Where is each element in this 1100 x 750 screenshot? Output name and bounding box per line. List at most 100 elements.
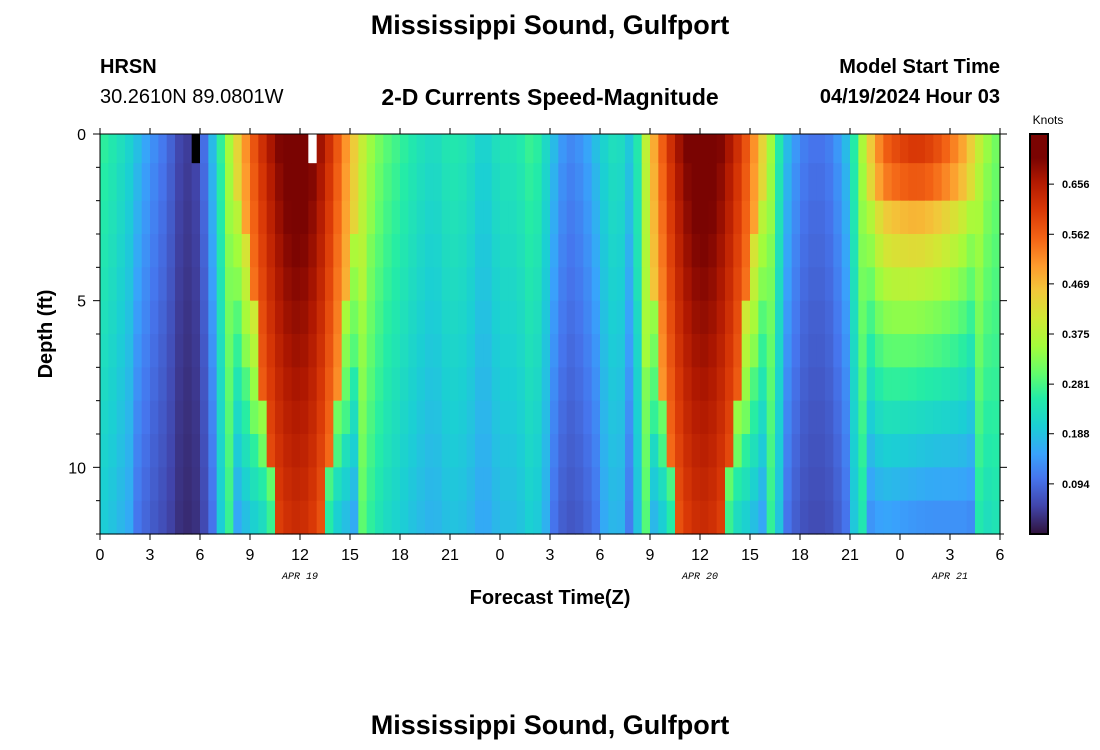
heatmap-cell xyxy=(325,467,334,502)
heatmap-cell xyxy=(166,434,176,468)
heatmap-cell xyxy=(933,200,943,235)
heatmap-cell xyxy=(341,200,351,235)
heatmap-cell xyxy=(650,300,659,335)
heatmap-cell xyxy=(191,134,201,164)
heatmap-cell xyxy=(916,434,926,468)
y-axis: 0 5 10 xyxy=(68,127,1007,535)
heatmap-cell xyxy=(316,163,326,202)
heatmap-cell xyxy=(775,300,784,335)
heatmap-cell xyxy=(683,434,693,468)
heatmap-cell xyxy=(416,434,426,468)
heatmap-cell xyxy=(366,367,376,402)
heatmap-cell xyxy=(333,200,343,235)
heatmap-cell xyxy=(583,134,593,164)
colorbar-unit: Knots xyxy=(1033,113,1064,127)
heatmap-cell xyxy=(850,400,859,435)
heatmap-cell xyxy=(608,400,618,435)
heatmap-cell xyxy=(733,300,743,335)
heatmap-cell xyxy=(875,367,884,402)
heatmap-cell xyxy=(925,400,934,435)
date-label: APR 20 xyxy=(681,572,718,583)
heatmap-cell xyxy=(575,200,584,235)
heatmap-cell xyxy=(858,267,868,302)
heatmap-cell xyxy=(858,300,868,335)
heatmap-cell xyxy=(891,500,901,535)
heatmap-cell xyxy=(391,234,401,268)
heatmap-cell xyxy=(833,163,843,202)
heatmap-cell xyxy=(600,234,609,268)
heatmap-cell xyxy=(416,467,426,502)
heatmap-cell xyxy=(733,500,743,535)
heatmap-cell xyxy=(675,300,684,335)
heatmap-cell xyxy=(966,400,976,435)
heatmap-cell xyxy=(566,234,576,268)
heatmap-cell xyxy=(266,300,276,335)
heatmap-cell xyxy=(133,163,143,202)
colorbar: Knots 0.656 0.562 0.469 0.375 0.281 0.188 0.09… xyxy=(1029,113,1090,535)
station-code: HRSN xyxy=(100,56,157,78)
heatmap-cell xyxy=(275,434,284,468)
heatmap-cell xyxy=(550,163,559,202)
y-tick-label: 10 xyxy=(68,460,86,477)
heatmap-cell xyxy=(116,334,126,368)
heatmap-cell xyxy=(375,163,384,202)
heatmap-cell xyxy=(633,267,643,302)
heatmap-cell xyxy=(750,200,759,235)
heatmap-cell xyxy=(158,234,168,268)
colorbar-tick-label: 0.188 xyxy=(1062,429,1090,441)
heatmap-cell xyxy=(583,200,593,235)
heatmap-cell xyxy=(766,500,776,535)
x-tick-label: 12 xyxy=(691,547,709,564)
heatmap-cell xyxy=(650,200,659,235)
heatmap-cell xyxy=(600,200,609,235)
heatmap-cell xyxy=(441,367,451,402)
heatmap-cell xyxy=(391,334,401,368)
heatmap-cell xyxy=(925,334,934,368)
heatmap-cell xyxy=(783,434,793,468)
heatmap-cell xyxy=(758,300,768,335)
heatmap-cell xyxy=(666,134,676,164)
heatmap-cell xyxy=(475,300,484,335)
heatmap-cell xyxy=(558,200,568,235)
heatmap-cell xyxy=(891,200,901,235)
heatmap-cell xyxy=(458,334,468,368)
heatmap-cell xyxy=(950,467,959,502)
heatmap-cell xyxy=(725,467,734,502)
x-tick-label: 21 xyxy=(441,547,459,564)
heatmap-cell xyxy=(575,163,584,202)
heatmap-cell xyxy=(700,367,709,402)
heatmap-cell xyxy=(191,300,201,335)
heatmap-cell xyxy=(600,367,609,402)
heatmap-cell xyxy=(291,200,301,235)
heatmap-cell xyxy=(275,300,284,335)
heatmap-cell xyxy=(175,400,184,435)
heatmap-cell xyxy=(908,300,918,335)
heatmap-cell xyxy=(975,334,984,368)
heatmap-cell xyxy=(833,300,843,335)
heatmap-cell xyxy=(125,400,134,435)
heatmap-cell xyxy=(650,434,659,468)
heatmap-cell xyxy=(733,400,743,435)
heatmap-cell xyxy=(866,334,876,368)
heatmap-cell xyxy=(900,434,909,468)
heatmap-cell xyxy=(800,400,809,435)
heatmap-cell xyxy=(716,234,726,268)
heatmap-cell xyxy=(975,467,984,502)
heatmap-cell xyxy=(300,234,309,268)
heatmap-cell xyxy=(933,500,943,535)
heatmap-cell xyxy=(966,300,976,335)
heatmap-cell xyxy=(591,400,601,435)
heatmap-cell xyxy=(991,200,1001,235)
heatmap-cell xyxy=(391,267,401,302)
heatmap-cell xyxy=(425,467,434,502)
heatmap-cell xyxy=(475,200,484,235)
heatmap-cell xyxy=(958,134,968,164)
heatmap-cell xyxy=(750,267,759,302)
heatmap-cell xyxy=(583,163,593,202)
heatmap-cell xyxy=(241,367,251,402)
heatmap-cell xyxy=(283,163,293,202)
heatmap-cell xyxy=(300,163,309,202)
heatmap-cell xyxy=(425,163,434,202)
heatmap-cell xyxy=(191,367,201,402)
heatmap-cell xyxy=(233,334,243,368)
